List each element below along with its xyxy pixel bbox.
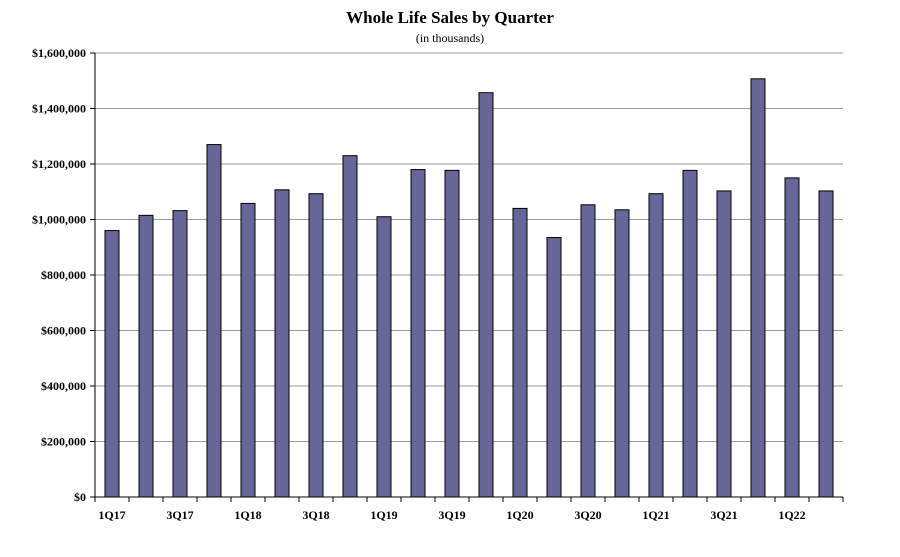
x-tick-label: 3Q19 <box>438 508 465 522</box>
bar <box>546 237 562 498</box>
y-tick-label: $1,200,000 <box>32 157 86 171</box>
bar <box>750 78 766 498</box>
x-tick-label: 1Q18 <box>234 508 261 522</box>
x-tick-label: 3Q17 <box>166 508 193 522</box>
x-tick-label: 1Q22 <box>778 508 805 522</box>
bar <box>104 230 120 498</box>
bar <box>206 144 222 498</box>
x-tick-label: 1Q17 <box>98 508 125 522</box>
y-tick-label: $1,600,000 <box>32 46 86 60</box>
bar <box>308 193 324 498</box>
chart-subtitle: (in thousands) <box>415 31 485 45</box>
bar <box>580 204 596 498</box>
x-tick-label: 1Q19 <box>370 508 397 522</box>
bar <box>512 207 528 498</box>
bar <box>716 190 732 498</box>
y-tick-label: $1,000,000 <box>32 213 86 227</box>
x-tick-label: 1Q20 <box>506 508 533 522</box>
x-tick-label: 3Q18 <box>302 508 329 522</box>
y-tick-label: $1,400,000 <box>32 102 86 116</box>
x-tick-label: 3Q21 <box>710 508 737 522</box>
bar <box>478 92 494 498</box>
bar <box>274 189 290 498</box>
bar <box>410 169 426 498</box>
y-tick-label: $200,000 <box>41 435 86 449</box>
bar <box>818 190 834 498</box>
y-tick-label: $0 <box>74 490 86 504</box>
x-tick-label: 3Q20 <box>574 508 601 522</box>
bar <box>444 169 460 498</box>
bar <box>138 214 154 498</box>
y-tick-label: $800,000 <box>41 268 86 282</box>
bar <box>648 193 664 498</box>
bar <box>376 216 392 498</box>
bar <box>784 177 800 498</box>
y-tick-label: $600,000 <box>41 324 86 338</box>
bar <box>240 202 256 498</box>
y-tick-label: $400,000 <box>41 379 86 393</box>
bar <box>172 210 188 498</box>
bar <box>682 169 698 498</box>
chart-title: Whole Life Sales by Quarter <box>346 8 554 27</box>
bar <box>614 209 630 498</box>
x-tick-label: 1Q21 <box>642 508 669 522</box>
bar <box>342 155 358 498</box>
